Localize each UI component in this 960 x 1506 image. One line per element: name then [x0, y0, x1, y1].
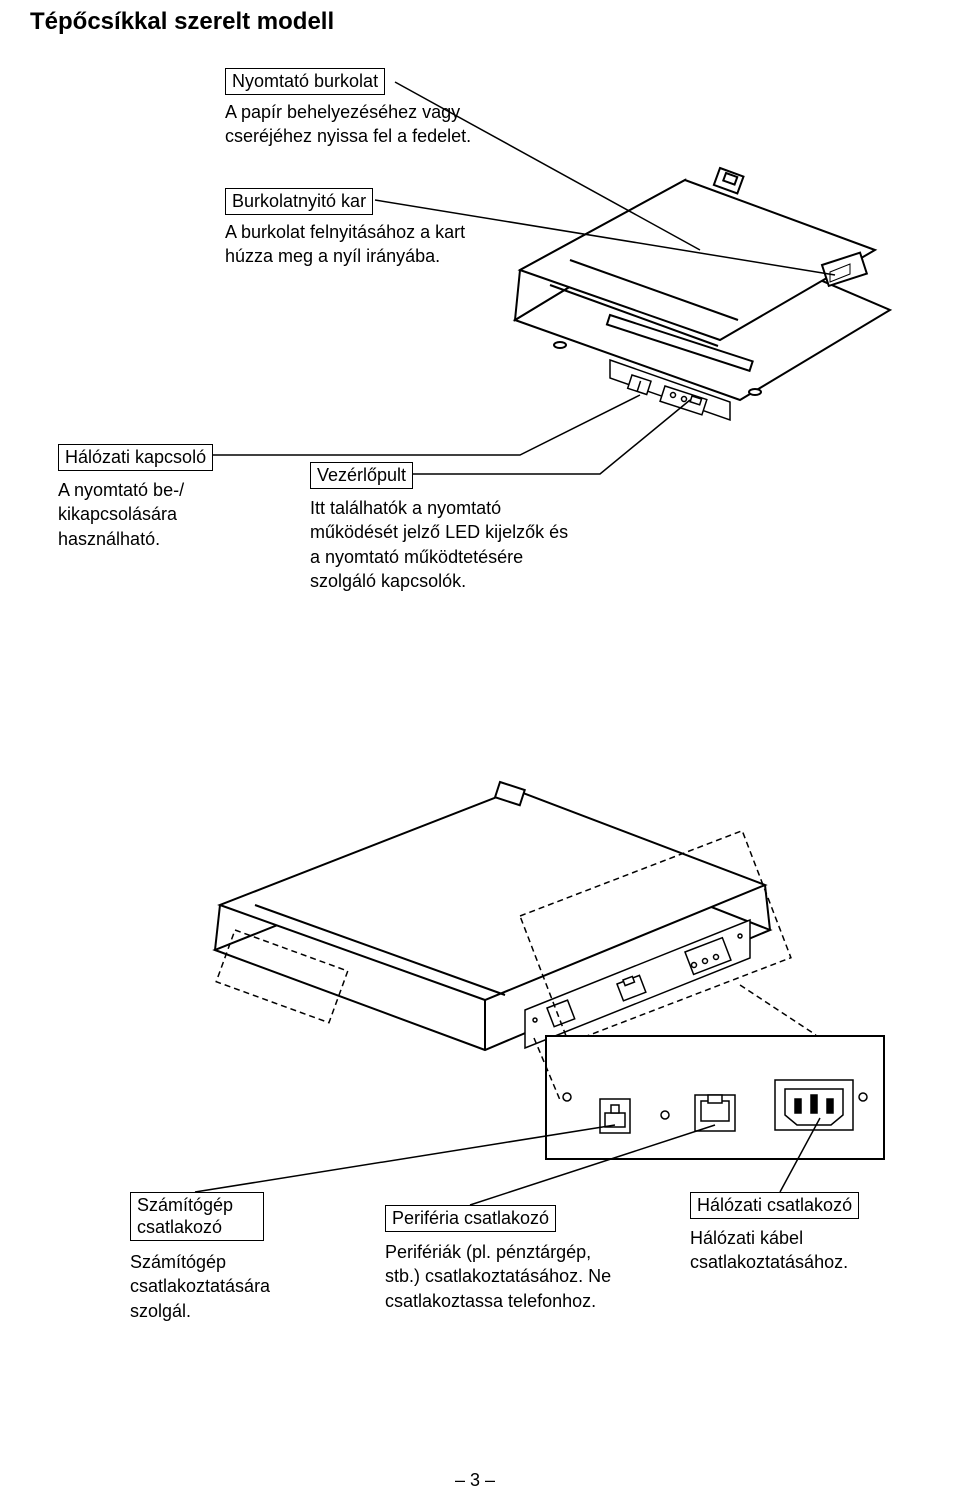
- page-number: – 3 –: [455, 1470, 495, 1491]
- page: Tépőcsíkkal szerelt modell: [0, 0, 960, 1506]
- leaders-bottom: [0, 0, 960, 1320]
